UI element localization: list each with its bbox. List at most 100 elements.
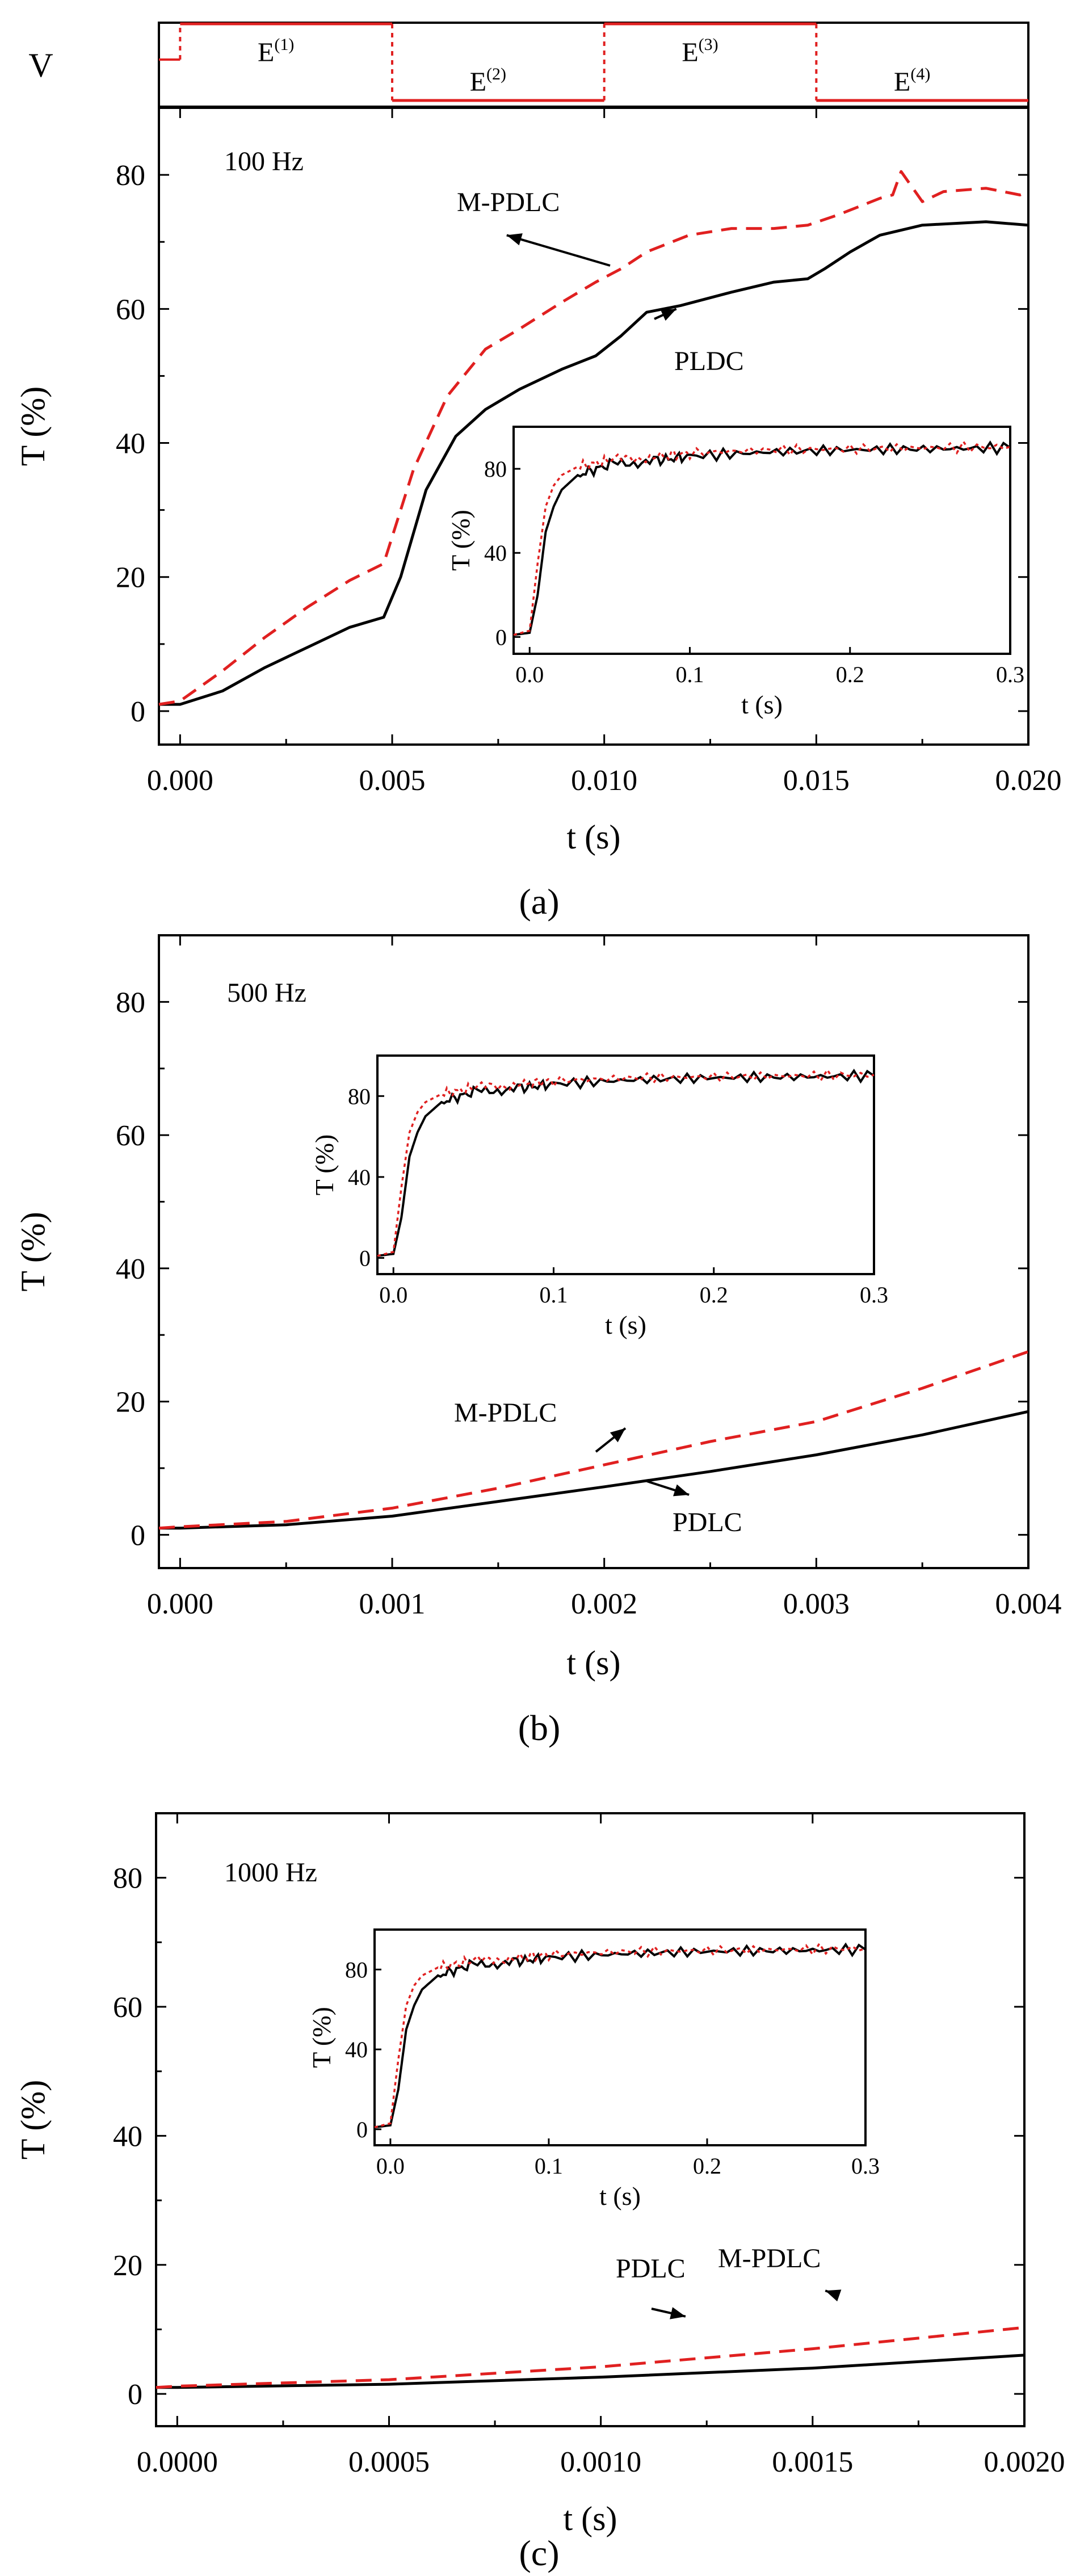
inset-x-tick-label: 0.3 — [996, 662, 1024, 687]
arrow-head — [670, 2307, 686, 2319]
arrow-head — [660, 309, 676, 321]
y-axis-label: T (%) — [14, 1212, 52, 1292]
inset-y-tick-label: 0 — [495, 624, 507, 650]
inset-y-tick-label: 40 — [348, 1165, 371, 1190]
y-axis-label: T (%) — [14, 386, 52, 467]
inset-y-tick-label: 80 — [484, 456, 507, 482]
inset-x-tick-label: 0.2 — [700, 1282, 728, 1308]
inset-y-axis-label: T (%) — [307, 2007, 336, 2068]
inset-y-tick-label: 40 — [484, 540, 507, 566]
inset-x-tick-label: 0.3 — [851, 2153, 880, 2179]
y-tick-label: 40 — [113, 2120, 142, 2153]
inset-y-tick-label: 80 — [348, 1083, 371, 1109]
inset-x-axis-label: t (s) — [741, 690, 783, 719]
inset-x-tick-label: 0.0 — [379, 1282, 407, 1308]
curve-label: M-PDLC — [454, 1398, 557, 1428]
frequency-label: 1000 Hz — [224, 1858, 317, 1888]
x-tick-label: 0.004 — [995, 1588, 1062, 1620]
voltage-signal: V E(1) E(2) E(3) E(4) — [28, 22, 1029, 108]
voltage-segment-label: E(3) — [682, 35, 718, 68]
frequency-label: 500 Hz — [227, 978, 306, 1008]
inset-frame — [512, 426, 1011, 655]
curve-label: M-PDLC — [457, 187, 560, 217]
inset-chart: 0.0 0.1 0.2 0.3 0 40 80 t (s) T (%) — [310, 1054, 888, 1339]
series-line-pdlc — [159, 1410, 1029, 1530]
frequency-label: 100 Hz — [224, 146, 304, 177]
panel-caption: (b) — [518, 1708, 561, 1748]
y-tick-label: 0 — [131, 696, 145, 728]
inset-x-tick-label: 0.0 — [376, 2153, 405, 2179]
inset-series-m-pdlc — [513, 439, 1011, 636]
y-tick-label: 80 — [113, 1863, 142, 1895]
inset-x-tick-label: 0.1 — [675, 662, 704, 687]
inset-x-tick-label: 0.1 — [539, 1282, 568, 1308]
inset-y-axis-label: T (%) — [310, 1134, 339, 1196]
curve-label: PDLC — [673, 1507, 742, 1537]
y-tick-label: 80 — [116, 986, 145, 1019]
inset-y-tick-label: 80 — [345, 1957, 368, 1982]
inset-x-axis-label: t (s) — [605, 1310, 646, 1339]
inset-frame — [373, 1928, 867, 2146]
y-tick-label: 40 — [116, 428, 145, 460]
y-tick-label: 80 — [116, 159, 145, 192]
inset-series-m-pdlc — [377, 1068, 875, 1257]
arrow-head — [673, 1484, 690, 1497]
series-line-m-pdlc — [156, 2326, 1025, 2389]
curve-label: M-PDLC — [718, 2243, 821, 2274]
plot-frame — [155, 1812, 1026, 2427]
x-tick-label: 0.010 — [571, 764, 637, 797]
curve-label: PLDC — [674, 346, 744, 376]
x-tick-label: 0.0020 — [984, 2446, 1065, 2478]
arrow-head — [825, 2289, 842, 2302]
panel-caption: (a) — [519, 881, 559, 922]
inset-y-tick-label: 0 — [359, 1245, 371, 1271]
series-line-pdlc — [156, 2354, 1025, 2389]
y-tick-label: 60 — [113, 1991, 142, 2024]
x-tick-label: 0.0015 — [772, 2446, 853, 2478]
arrow-line — [506, 234, 611, 267]
y-tick-label: 20 — [116, 1386, 145, 1419]
x-tick-label: 0.0005 — [348, 2446, 430, 2478]
y-tick-label: 40 — [116, 1253, 145, 1285]
inset-x-tick-label: 0.3 — [860, 1282, 888, 1308]
inset-x-axis-label: t (s) — [599, 2182, 641, 2211]
x-tick-label: 0.001 — [359, 1588, 426, 1620]
x-tick-label: 0.005 — [359, 764, 426, 797]
inset-y-axis-label: T (%) — [446, 510, 475, 571]
inset-y-tick-label: 0 — [356, 2117, 368, 2142]
inset-chart: 0.0 0.1 0.2 0.3 0 40 80 t (s) T (%) — [307, 1928, 880, 2211]
inset-chart: 0.0 0.1 0.2 0.3 0 40 80 t (s) T (%) — [446, 426, 1024, 719]
voltage-segment-label: E(1) — [258, 35, 294, 68]
arrow-head — [610, 1428, 626, 1443]
voltage-axis-label: V — [28, 47, 53, 84]
x-axis-label: t (s) — [564, 2500, 617, 2537]
series-line-m-pdlc — [158, 170, 1029, 706]
x-axis-label: t (s) — [567, 1644, 621, 1682]
y-tick-label: 0 — [131, 1519, 145, 1552]
voltage-frame — [158, 22, 1029, 108]
y-tick-label: 20 — [113, 2250, 142, 2282]
inset-x-tick-label: 0.1 — [535, 2153, 563, 2179]
inset-x-tick-label: 0.2 — [693, 2153, 721, 2179]
plot-frame — [158, 934, 1029, 1569]
x-tick-label: 0.000 — [147, 1588, 213, 1620]
x-tick-label: 0.020 — [995, 764, 1062, 797]
panel-c: 0.0000 0.0005 0.0010 0.0015 0.0020 0 20 40 60 80 t… — [14, 1812, 1065, 2573]
inset-frame — [376, 1054, 875, 1275]
inset-y-tick-label: 40 — [345, 2037, 368, 2062]
inset-x-tick-label: 0.2 — [836, 662, 864, 687]
inset-x-tick-label: 0.0 — [515, 662, 544, 687]
series-line-pldc — [159, 220, 1029, 706]
y-tick-label: 60 — [116, 1120, 145, 1152]
x-tick-label: 0.000 — [147, 764, 213, 797]
y-tick-label: 0 — [128, 2379, 142, 2411]
x-tick-label: 0.0000 — [137, 2446, 218, 2478]
y-tick-label: 20 — [116, 562, 145, 594]
voltage-segment-label: E(2) — [470, 65, 506, 97]
x-tick-label: 0.0010 — [560, 2446, 641, 2478]
y-axis-label: T (%) — [14, 2080, 52, 2160]
voltage-segment-label: E(4) — [894, 65, 930, 97]
panel-a: 0.000 0.005 0.010 0.015 0.020 0 20 40 60 80 t (s) T… — [14, 22, 1062, 922]
